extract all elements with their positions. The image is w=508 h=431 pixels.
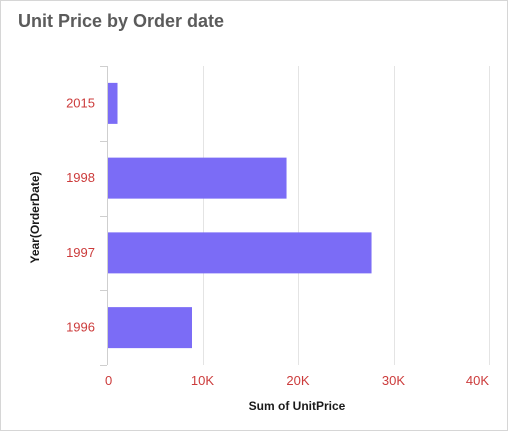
bar-1997[interactable] (108, 232, 372, 274)
bar-2015[interactable] (108, 82, 118, 124)
bars (108, 82, 372, 349)
bar-1998[interactable] (108, 157, 287, 199)
y-tick-label: 1996 (66, 320, 95, 335)
chart-title: Unit Price by Order date (18, 11, 225, 31)
x-axis-title: Sum of UnitPrice (249, 399, 346, 413)
y-tick-label: 1998 (66, 170, 95, 185)
grid-lines (203, 66, 490, 365)
y-tick-label: 1997 (66, 245, 95, 260)
x-tick-label: 10K (191, 373, 214, 388)
x-tick-label: 0 (105, 373, 112, 388)
bar-1996[interactable] (108, 307, 192, 349)
x-tick-label: 30K (382, 373, 405, 388)
y-tick-label: 2015 (66, 95, 95, 110)
axes (100, 66, 108, 366)
x-tick-labels: 0 10K 20K 30K 40K (105, 373, 489, 388)
x-tick-label: 40K (466, 373, 489, 388)
y-axis-title: Year(OrderDate) (28, 171, 42, 263)
x-tick-label: 20K (286, 373, 309, 388)
y-tick-labels: 2015 1998 1997 1996 (66, 95, 95, 334)
